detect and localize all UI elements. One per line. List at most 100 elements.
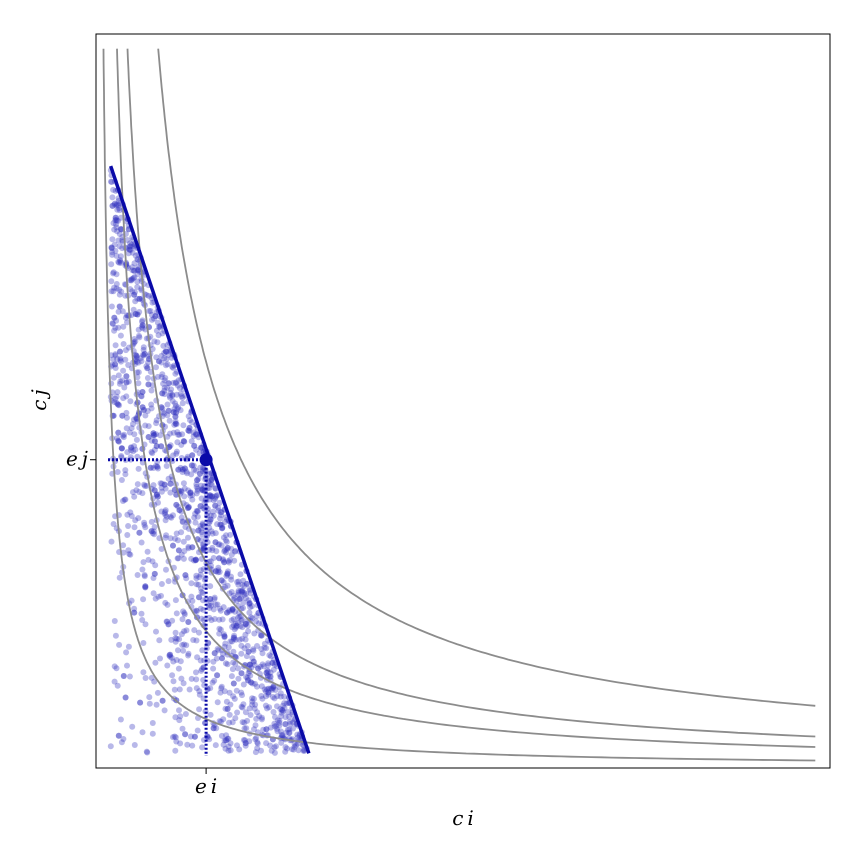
data-point bbox=[167, 389, 174, 396]
data-point bbox=[120, 323, 127, 330]
data-point bbox=[165, 621, 172, 628]
data-point bbox=[211, 677, 218, 684]
indifference-curve bbox=[102, 48, 816, 762]
data-point bbox=[199, 486, 206, 493]
data-point bbox=[267, 673, 274, 680]
data-point bbox=[140, 346, 147, 353]
data-point bbox=[237, 587, 244, 594]
data-point bbox=[240, 701, 247, 708]
data-point bbox=[152, 313, 159, 320]
data-point bbox=[167, 480, 174, 487]
data-point bbox=[115, 258, 122, 265]
data-point bbox=[231, 632, 238, 639]
data-point bbox=[254, 745, 261, 752]
data-point bbox=[248, 679, 254, 686]
data-point bbox=[150, 432, 157, 439]
data-point bbox=[245, 677, 251, 684]
data-point bbox=[138, 358, 145, 365]
data-point bbox=[151, 570, 158, 577]
data-point bbox=[228, 673, 235, 680]
data-point bbox=[173, 501, 180, 508]
data-point bbox=[113, 224, 120, 231]
data-point bbox=[223, 546, 230, 553]
data-point bbox=[211, 596, 218, 603]
data-point bbox=[149, 450, 156, 457]
data-point bbox=[154, 463, 161, 470]
data-point bbox=[129, 267, 136, 274]
indifference-curve bbox=[126, 48, 816, 738]
data-point bbox=[170, 734, 176, 741]
data-point bbox=[193, 490, 200, 497]
data-point bbox=[194, 508, 201, 515]
data-point bbox=[287, 720, 294, 727]
data-point bbox=[125, 547, 132, 554]
data-point bbox=[243, 595, 249, 602]
data-point bbox=[149, 558, 156, 565]
data-point bbox=[261, 686, 268, 693]
data-point bbox=[198, 482, 205, 489]
data-point bbox=[171, 421, 178, 428]
data-point bbox=[236, 613, 243, 620]
data-point bbox=[107, 743, 114, 750]
data-point bbox=[207, 583, 214, 590]
data-point bbox=[157, 432, 164, 439]
data-point bbox=[282, 721, 289, 727]
data-point bbox=[109, 249, 116, 256]
data-point bbox=[192, 510, 199, 517]
data-point bbox=[191, 557, 197, 564]
data-point bbox=[200, 464, 206, 471]
data-point bbox=[193, 669, 199, 676]
data-point bbox=[267, 685, 274, 692]
data-point bbox=[229, 719, 236, 726]
data-point bbox=[131, 339, 138, 346]
data-point bbox=[231, 626, 238, 633]
data-point bbox=[151, 338, 158, 345]
data-point bbox=[197, 503, 204, 510]
data-point bbox=[127, 509, 134, 516]
data-point bbox=[177, 464, 184, 471]
data-point bbox=[155, 332, 162, 339]
data-point bbox=[172, 413, 179, 420]
data-point bbox=[172, 747, 179, 754]
data-point bbox=[231, 548, 238, 555]
data-point bbox=[134, 572, 141, 578]
data-point bbox=[189, 452, 196, 459]
data-point bbox=[193, 637, 200, 644]
data-point bbox=[139, 404, 146, 411]
data-point bbox=[238, 670, 245, 677]
data-point bbox=[258, 747, 264, 754]
data-point bbox=[109, 202, 116, 209]
data-point bbox=[259, 695, 266, 702]
data-point bbox=[152, 313, 159, 320]
data-point bbox=[123, 409, 130, 416]
data-point bbox=[224, 570, 231, 577]
data-point bbox=[191, 442, 198, 449]
data-point bbox=[249, 615, 256, 622]
data-point bbox=[196, 594, 202, 601]
data-point bbox=[136, 529, 143, 536]
data-point bbox=[209, 493, 215, 500]
data-point bbox=[252, 722, 259, 729]
data-point bbox=[185, 652, 192, 659]
data-point bbox=[209, 530, 216, 537]
data-point bbox=[207, 516, 214, 523]
data-point bbox=[218, 685, 225, 692]
data-point bbox=[264, 705, 270, 712]
data-point bbox=[230, 648, 237, 655]
data-point bbox=[153, 628, 159, 635]
data-point bbox=[124, 511, 131, 518]
data-point bbox=[139, 389, 146, 395]
data-point bbox=[254, 739, 261, 746]
data-point bbox=[242, 737, 248, 744]
data-point bbox=[153, 327, 160, 334]
data-point bbox=[228, 551, 235, 558]
data-point bbox=[224, 571, 231, 578]
data-point bbox=[115, 429, 122, 436]
data-point bbox=[213, 725, 220, 732]
data-point bbox=[294, 734, 301, 741]
data-point bbox=[270, 666, 277, 673]
data-point bbox=[193, 575, 200, 582]
data-point bbox=[232, 636, 239, 643]
data-point bbox=[214, 601, 221, 608]
data-point bbox=[224, 609, 230, 616]
